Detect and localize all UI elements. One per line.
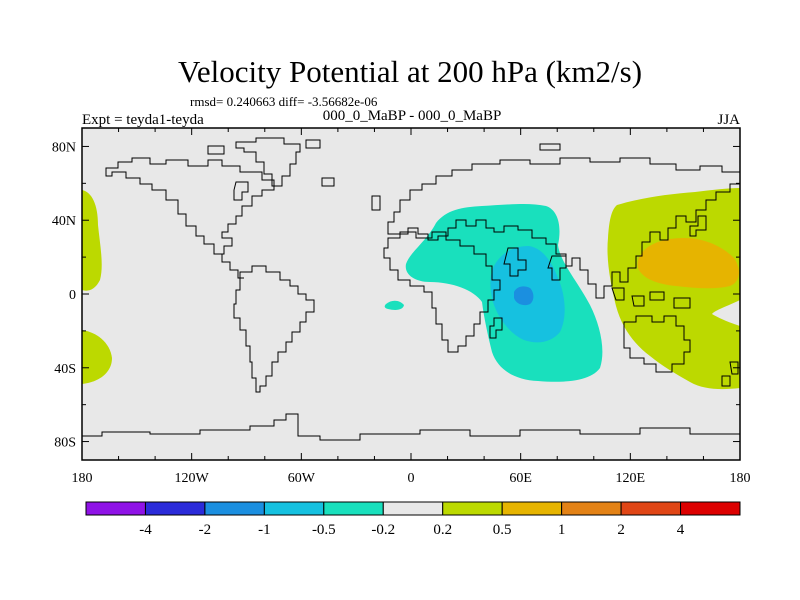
colorbar-label-2: -1: [258, 522, 271, 538]
x-tick-label-5: 120E: [616, 471, 646, 486]
colorbar-box-9: [620, 501, 682, 516]
coastline-antarctica: [82, 413, 740, 441]
y-tick-label-1: 40N: [52, 214, 76, 229]
colorbar-label-4: -0.2: [371, 522, 395, 538]
colorbar-label-3: -0.5: [312, 522, 336, 538]
stats-label: rmsd= 0.240663 diff= -3.56682e-06: [190, 94, 378, 109]
coastline-madagascar: [489, 317, 503, 339]
coastline-central-america: [214, 253, 244, 279]
colorbar-box-7: [501, 501, 563, 516]
colorbar-label-0: -4: [139, 522, 152, 538]
x-tick-label-3: 0: [408, 471, 415, 486]
coastline-india-arabia: [503, 247, 567, 281]
y-tick-label-3: 40S: [54, 362, 76, 377]
region-western-pacific-positive: [607, 188, 740, 390]
comparison-label: 000_0_MaBP - 000_0_MaBP: [323, 108, 502, 124]
coastline-eurasia: [387, 157, 740, 299]
colorbar-box-6: [442, 501, 503, 516]
region-atlantic-small-negative: [384, 300, 404, 310]
colorbar-label-9: 4: [677, 522, 685, 538]
axis-ticks: [81, 128, 741, 460]
colorbar-label-8: 2: [617, 522, 625, 538]
anomaly-fill-layer: [82, 188, 740, 390]
x-axis-tick-labels: 180 120W 60W 0 60E 120E 180: [72, 471, 751, 486]
region-western-pacific-core-positive: [637, 238, 739, 289]
colorbar-label-7: 1: [558, 522, 566, 538]
colorbar-box-4: [323, 501, 384, 516]
coastline-layer: [82, 137, 740, 441]
coastline-hudson-bay: [233, 181, 249, 201]
season-label: JJA: [717, 112, 740, 128]
coastline-north-america: [105, 157, 275, 255]
coastline-southeast-asia: [611, 287, 691, 309]
colorbar-box-3: [263, 501, 325, 516]
colorbar-label-5: 0.2: [433, 522, 452, 538]
colorbar-box-8: [561, 501, 622, 516]
colorbar-label-1: -2: [199, 522, 212, 538]
colorbar-box-0: [85, 501, 146, 516]
region-pacific-west-north-positive: [82, 190, 102, 291]
y-tick-label-4: 80S: [54, 436, 76, 451]
x-tick-label-0: 180: [72, 471, 93, 486]
colorbar-label-6: 0.5: [493, 522, 512, 538]
x-tick-label-2: 60W: [288, 471, 316, 486]
coastline-greenland: [235, 137, 301, 187]
region-arabian-sea-core-negative: [514, 286, 534, 306]
chart-title: Velocity Potential at 200 hPa (km2/s): [178, 54, 642, 89]
y-tick-label-0: 80N: [52, 140, 76, 155]
colorbar-labels: -4 -2 -1 -0.5 -0.2 0.2 0.5 1 2 4: [139, 522, 685, 538]
region-pacific-west-south-positive: [82, 330, 112, 384]
x-tick-label-6: 180: [730, 471, 751, 486]
y-axis-tick-labels: 80N 40N 0 40S 80S: [52, 140, 76, 450]
coastline-south-america: [233, 265, 315, 393]
experiment-label: Expt = teyda1-teyda: [82, 112, 204, 128]
colorbar-box-10: [680, 501, 741, 516]
x-tick-label-1: 120W: [175, 471, 210, 486]
colorbar-box-5: [382, 501, 444, 516]
coastline-africa: [383, 231, 501, 353]
coastline-arctic-islands: [207, 139, 561, 155]
colorbar: [85, 501, 741, 516]
coastline-iceland-uk: [321, 177, 381, 211]
coastline-new-zealand: [721, 361, 739, 387]
y-tick-label-2: 0: [69, 288, 76, 303]
colorbar-box-1: [144, 501, 206, 516]
colorbar-box-2: [204, 501, 265, 516]
x-tick-label-4: 60E: [509, 471, 532, 486]
coastline-japan: [689, 215, 707, 237]
coastline-australia: [623, 315, 691, 373]
